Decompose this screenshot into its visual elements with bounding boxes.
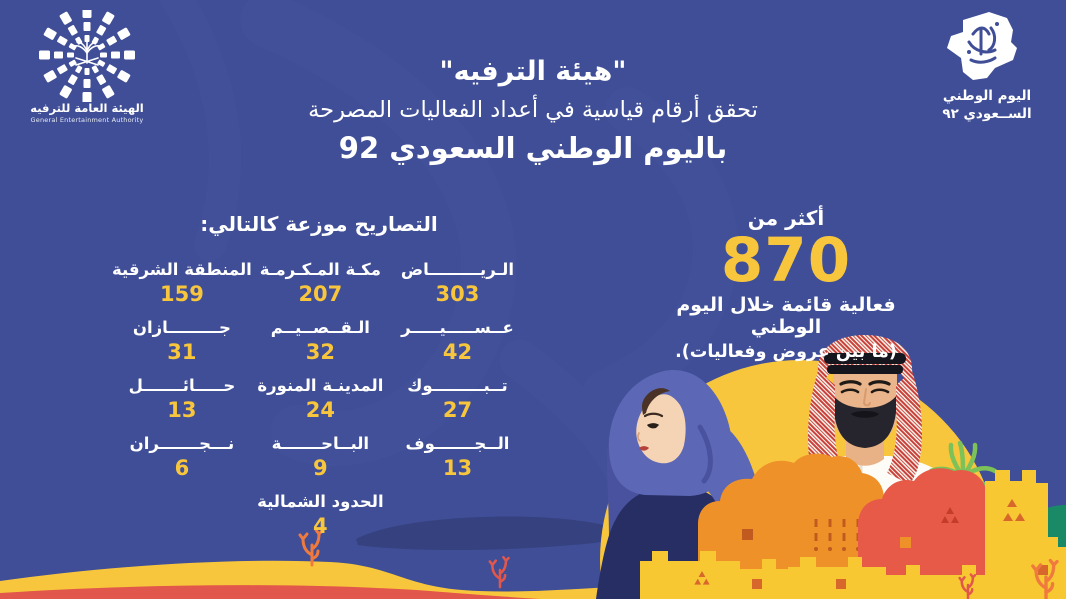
permit-region-label: الــجـــــــوف: [405, 434, 510, 453]
permits-section: التصاريح موزعة كالتالي: الـريـــــــــاض…: [112, 212, 526, 550]
permit-item-eastern-province: المنطقة الشرقية 159: [112, 260, 252, 318]
national-day-line2: الســعودي ٩٢: [942, 105, 1032, 122]
title-line1: "هيئة الترفيه": [439, 56, 627, 87]
permit-region-label: عــســـــيـــــر: [401, 318, 514, 337]
building-yellow-mid: [788, 557, 956, 599]
title-line3: باليوم الوطني السعودي 92: [338, 131, 728, 165]
permits-heading: التصاريح موزعة كالتالي:: [200, 212, 438, 236]
permit-region-label: البــاحـــــــة: [271, 434, 370, 453]
national-day-line1: اليوم الوطني: [942, 88, 1032, 104]
gea-starburst-icon: [39, 10, 135, 102]
permit-region-label: حـــــائـــــــل: [128, 376, 236, 395]
stat-prefix: أكثر من: [747, 206, 825, 230]
permit-item-northern-borders: الحدود الشمالية 4: [252, 492, 389, 550]
permit-count: 9: [313, 455, 328, 480]
permit-item-riyadh: الـريـــــــــاض 303: [389, 260, 526, 318]
permit-item-makkah: مكـة المـكـرمـة 207: [252, 260, 389, 318]
permits-grid: الـريـــــــــاض 303 مكـة المـكـرمـة 207…: [112, 260, 526, 550]
gea-name-english: General Entertainment Authority: [30, 115, 144, 124]
permit-item-tabuk: تــبـــــــــوك 27: [389, 376, 526, 434]
permit-count: 24: [305, 397, 335, 422]
permit-item-baha: البــاحـــــــة 9: [252, 434, 389, 492]
permit-region-label: المدينـة المنورة: [257, 376, 384, 395]
permit-region-label: الحدود الشمالية: [257, 492, 384, 511]
permit-count: 27: [442, 397, 473, 422]
gea-logo: الهيئة العامة للترفيه General Entertainm…: [20, 10, 154, 124]
permit-count: 13: [442, 455, 473, 480]
main-title: "هيئة الترفيه" تحقق أرقام قياسية في أعدا…: [0, 56, 1066, 165]
title-line2: تحقق أرقام قياسية في أعداد الفعاليات الم…: [308, 97, 758, 123]
permit-item-hail: حـــــائـــــــل 13: [112, 376, 252, 434]
permit-count: 4: [313, 513, 328, 538]
wave-navy: [356, 516, 616, 550]
permit-region-label: نـــجـــــــران: [129, 434, 235, 453]
permit-item-najran: نـــجـــــــران 6: [112, 434, 252, 492]
permit-count: 303: [435, 281, 480, 306]
permit-region-label: المنطقة الشرقية: [112, 260, 252, 279]
permit-region-label: مكـة المـكـرمـة: [259, 260, 381, 279]
permit-item-qassim: الـقــصــيــم 32: [252, 318, 389, 376]
stat-description-line1: فعالية قائمة خلال اليوم الوطني: [676, 294, 896, 339]
permit-count: 6: [174, 455, 190, 480]
permit-region-label: الـقــصــيــم: [270, 318, 370, 337]
stat-value: 870: [720, 225, 852, 296]
permit-count: 207: [298, 281, 343, 306]
permit-region-label: الـريـــــــــاض: [400, 260, 514, 279]
building-yellow-left: [640, 551, 788, 599]
total-events-stat: أكثر من 870 فعالية قائمة خلال اليوم الوط…: [648, 206, 924, 362]
saudi-map-calligraphy-icon: [947, 12, 1017, 80]
permit-count: 42: [442, 339, 473, 364]
permit-count: 13: [167, 397, 197, 422]
national-day-logo: اليوم الوطني الســعودي ٩٢: [926, 8, 1048, 123]
illustration-scene: [0, 335, 1066, 599]
buildings: [640, 453, 1066, 599]
permit-count: 32: [305, 339, 335, 364]
permit-item-madinah: المدينـة المنورة 24: [252, 376, 389, 434]
permit-region-label: جـــــــــازان: [132, 318, 231, 337]
building-yellow-right: [950, 537, 1066, 599]
coral-icon: [488, 555, 510, 589]
permit-region-label: تــبـــــــــوك: [407, 376, 508, 395]
permit-item-jazan: جـــــــــازان 31: [112, 318, 252, 376]
permit-item-jouf: الــجـــــــوف 13: [389, 434, 526, 492]
national-day-title: اليوم الوطني الســعودي ٩٢: [926, 88, 1048, 123]
permit-count: 31: [167, 339, 197, 364]
stat-description-line2: (ما بين عروض وفعاليات).: [675, 342, 897, 363]
wave-red: [0, 585, 540, 599]
permit-item-asir: عــســـــيـــــر 42: [389, 318, 526, 376]
gea-name-arabic: الهيئة العامة للترفيه: [30, 101, 144, 115]
permit-count: 159: [159, 281, 204, 306]
